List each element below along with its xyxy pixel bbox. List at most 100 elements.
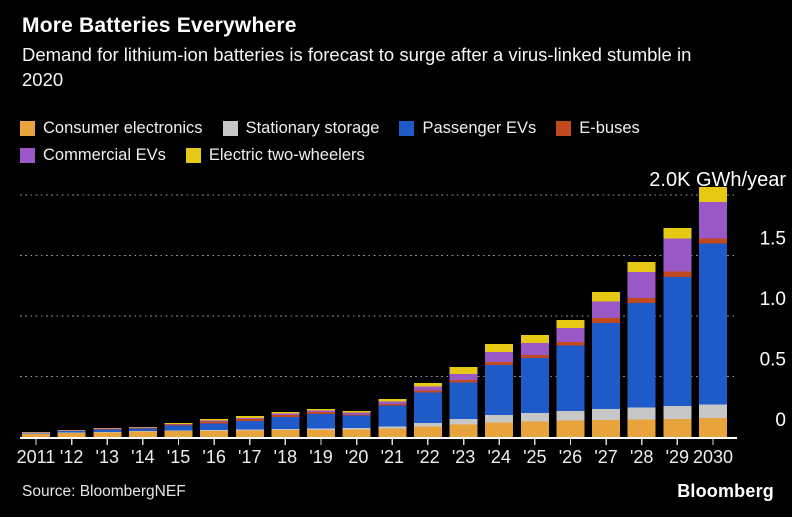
bar-segment [556,421,584,437]
x-axis-label: '12 [60,447,83,467]
bar-segment [592,318,620,323]
bar-segment [22,434,50,437]
bar-segment [485,352,513,362]
bar-segment [165,424,193,425]
bar-segment [58,433,86,434]
bar-segment [343,411,371,413]
bar-segment [129,432,157,437]
bar-segment [663,406,691,419]
bar-segment [93,432,121,433]
bar-segment [236,416,264,418]
bar-segment [343,413,371,415]
bar-segment [58,430,86,431]
bar-segment [378,404,406,406]
bar-segment [129,431,157,432]
x-axis-label: '20 [345,447,368,467]
bar-segment [307,409,335,411]
bar-segment [628,419,656,437]
bloomberg-logo: Bloomberg [677,481,774,502]
bar-segment [485,365,513,415]
x-axis-label: '14 [131,447,154,467]
bar-segment [271,413,299,415]
bar-segment [663,239,691,272]
bar-segment [414,392,442,423]
bar-segment [378,429,406,437]
x-axis-label: '18 [274,447,297,467]
bar-segment [592,301,620,318]
bar-segment [93,429,121,431]
x-axis-label: '22 [416,447,439,467]
x-axis-label: '19 [309,447,332,467]
bar-segment [307,411,335,413]
bar-segment [628,407,656,419]
bar-segment [307,430,335,437]
bar-segment [663,228,691,239]
bar-segment [414,427,442,437]
bar-segment [485,422,513,437]
bar-segment [22,433,50,434]
y-axis-label: 0 [775,410,786,431]
bar-segment [236,419,264,421]
x-axis-label: '15 [167,447,190,467]
bar-segment [556,342,584,345]
bar-segment [271,417,299,429]
x-axis-label: '27 [594,447,617,467]
x-axis-label: '16 [202,447,225,467]
bar-segment [485,344,513,352]
bar-segment [129,427,157,428]
bar-segment [450,424,478,437]
bar-segment [628,272,656,298]
bar-segment [200,421,228,422]
bar-segment [307,412,335,414]
bar-segment [307,414,335,428]
x-axis-label: '13 [96,447,119,467]
bar-segment [200,419,228,421]
bar-segment [200,431,228,437]
bar-segment [450,374,478,380]
bar-segment [343,428,371,430]
bar-segment [93,428,121,429]
bar-segment [521,355,549,358]
bar-segment [485,415,513,422]
x-axis-label: '28 [630,447,653,467]
bar-segment [58,430,86,431]
bar-segment [592,292,620,301]
bar-segment [129,428,157,429]
bar-segment [663,271,691,277]
y-axis-unit-label: 2.0K GWh/year [649,169,786,191]
bar-segment [521,343,549,355]
y-axis-label: 0.5 [760,350,786,371]
bar-segment [414,386,442,390]
x-axis-label: '25 [523,447,546,467]
bar-segment [343,414,371,415]
bar-segment [414,391,442,393]
bar-segment [271,429,299,430]
bar-segment [378,399,406,401]
bar-segment [58,431,86,432]
chart-card: More Batteries Everywhere Demand for lit… [0,0,792,517]
bar-segment [200,430,228,431]
bar-segment [165,431,193,437]
bar-segment [165,425,193,426]
bar-segment [485,362,513,365]
bar-segment [200,423,228,430]
bar-segment [663,277,691,406]
bar-segment [699,239,727,244]
bar-segment [22,432,50,433]
bar-segment [307,428,335,430]
bar-segment [556,320,584,328]
bar-segment [450,380,478,382]
bar-segment [271,415,299,417]
bar-segment [556,411,584,421]
bar-segment [271,430,299,437]
source-credit: Source: BloombergNEF [22,483,186,501]
bar-segment [414,383,442,386]
bar-segment [236,431,264,437]
bar-segment [165,431,193,432]
bar-segment [450,419,478,424]
bar-segment [165,426,193,431]
bar-segment [592,323,620,409]
x-axis-label: '24 [487,447,510,467]
x-axis-label: '26 [559,447,582,467]
bar-segment [699,418,727,437]
